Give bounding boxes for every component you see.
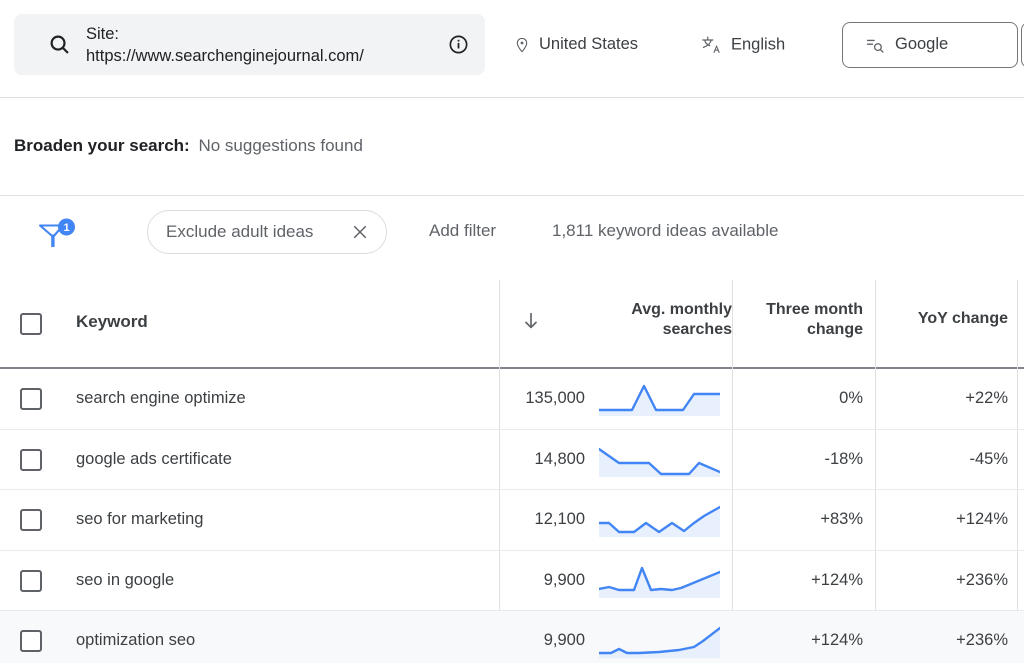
svg-text:1: 1 bbox=[63, 222, 69, 234]
